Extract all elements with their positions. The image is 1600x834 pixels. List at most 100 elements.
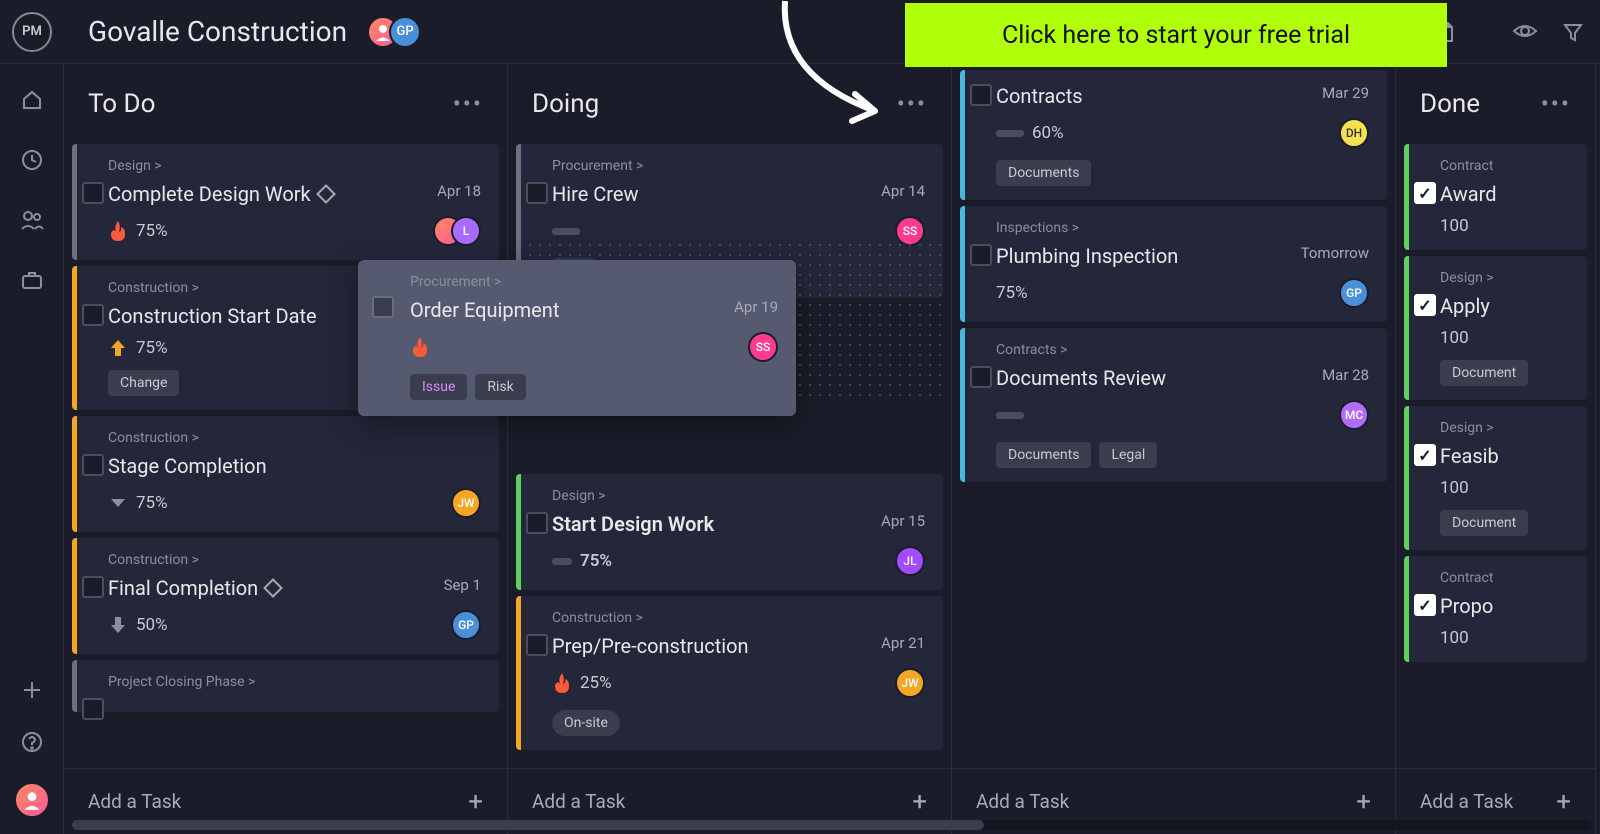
task-checkbox[interactable] [526,182,548,204]
avatar[interactable]: GP [1339,278,1369,308]
task-checkbox[interactable] [1414,182,1436,204]
card-title[interactable]: Award [1440,182,1497,206]
avatar[interactable]: SS [748,332,778,362]
avatar[interactable]: JW [895,668,925,698]
card-assignees[interactable]: GP [451,610,481,640]
plus-icon[interactable]: + [912,787,927,817]
card-assignees[interactable]: GP [1339,278,1369,308]
task-checkbox[interactable] [82,576,104,598]
card-title[interactable]: Propo [1440,594,1493,618]
column-menu-icon[interactable]: ••• [1541,90,1571,118]
task-card[interactable]: Design > Apply 100Document [1404,256,1587,400]
card-percent: 75% [136,221,168,241]
user-avatar[interactable] [14,782,50,818]
task-card[interactable]: Design > Complete Design Work Apr 18 75%… [72,144,499,260]
card-assignees[interactable]: DH [1339,118,1369,148]
task-checkbox[interactable] [970,84,992,106]
scrollbar-thumb[interactable] [72,820,984,830]
card-assignees[interactable]: JL [895,546,925,576]
card-title[interactable]: Documents Review [996,366,1166,390]
logo[interactable]: PM [0,12,64,52]
column-header: To Do ••• [64,64,507,144]
task-card[interactable]: Contracts Mar 29 60%DHDocuments [960,70,1387,200]
cta-banner[interactable]: Click here to start your free trial [905,3,1447,67]
avatar[interactable]: JW [451,488,481,518]
task-card[interactable]: Design > Feasib 100Document [1404,406,1587,550]
card-title[interactable]: Final Completion [108,576,280,600]
avatar[interactable]: MC [1339,400,1369,430]
card-assignees[interactable]: JW [451,488,481,518]
card-breadcrumb: Design > [552,488,925,504]
card-assignees[interactable]: JW [895,668,925,698]
avatar-user-2[interactable]: GP [389,16,421,48]
task-card[interactable]: Contracts > Documents Review Mar 28 MCDo… [960,328,1387,482]
card-title[interactable]: Contracts [996,84,1083,108]
avatar[interactable]: L [451,216,481,246]
flame-icon [108,221,128,241]
flame-icon [552,673,572,693]
task-card[interactable]: Construction > Stage Completion 75%JW [72,416,499,532]
plus-icon[interactable]: + [1556,787,1571,817]
task-card[interactable]: Contract Award 100 [1404,144,1587,250]
home-icon[interactable] [20,88,44,112]
visibility-icon[interactable] [1512,21,1538,43]
tag[interactable]: Document [1440,510,1528,536]
dragging-card[interactable]: Procurement > Order Equipment Apr 19 SS … [358,260,796,416]
card-title[interactable]: Start Design Work [552,512,714,536]
task-checkbox[interactable] [82,182,104,204]
task-checkbox[interactable] [526,634,548,656]
add-icon[interactable] [20,678,44,702]
avatar[interactable]: JL [895,546,925,576]
task-card[interactable]: Contract Propo 100 [1404,556,1587,662]
horizontal-scrollbar[interactable] [72,820,1592,830]
task-checkbox[interactable] [1414,294,1436,316]
filter-icon[interactable] [1562,21,1584,43]
task-checkbox[interactable] [82,304,104,326]
card-title[interactable]: Stage Completion [108,454,267,478]
task-card[interactable]: Inspections > Plumbing Inspection Tomorr… [960,206,1387,322]
people-icon[interactable] [20,208,44,232]
help-icon[interactable] [20,730,44,754]
column-menu-icon[interactable]: ••• [453,90,483,118]
tag-risk[interactable]: Risk [475,374,525,400]
tag[interactable]: Legal [1099,442,1157,468]
card-title[interactable]: Apply [1440,294,1490,318]
task-checkbox[interactable] [82,454,104,476]
clock-icon[interactable] [20,148,44,172]
tag[interactable]: Document [1440,360,1528,386]
card-assignees[interactable]: L [433,216,481,246]
briefcase-icon[interactable] [20,268,44,292]
task-checkbox[interactable] [82,698,104,720]
tag[interactable]: Documents [996,442,1091,468]
column-body: Contract Award 100 Design > Apply 100Doc… [1396,144,1595,768]
project-members[interactable]: GP [367,16,421,48]
task-card[interactable]: Construction > Prep/Pre-construction Apr… [516,596,943,750]
plus-icon[interactable]: + [468,787,483,817]
card-title[interactable]: Feasib [1440,444,1499,468]
card-title[interactable]: Hire Crew [552,182,639,206]
avatar[interactable]: DH [1339,118,1369,148]
card-date: Apr 18 [437,182,481,200]
plus-icon[interactable]: + [1356,787,1371,817]
card-title[interactable]: Construction Start Date [108,304,317,328]
add-task-label: Add a Task [532,790,625,813]
tag[interactable]: Change [108,370,179,396]
task-checkbox[interactable] [970,366,992,388]
avatar[interactable]: GP [451,610,481,640]
card-title[interactable]: Prep/Pre-construction [552,634,749,658]
card-assignees[interactable]: MC [1339,400,1369,430]
card-title[interactable]: Complete Design Work [108,182,333,206]
task-checkbox[interactable] [372,296,394,318]
card-title[interactable]: Plumbing Inspection [996,244,1178,268]
column-menu-icon[interactable]: ••• [897,90,927,118]
task-checkbox[interactable] [1414,594,1436,616]
task-card[interactable]: Design > Start Design Work Apr 15 75%JL [516,474,943,590]
task-checkbox[interactable] [1414,444,1436,466]
tag[interactable]: On-site [552,710,620,736]
task-card[interactable]: Construction > Final Completion Sep 1 50… [72,538,499,654]
task-card[interactable]: Project Closing Phase > [72,660,499,712]
tag-issue[interactable]: Issue [410,374,467,400]
task-checkbox[interactable] [526,512,548,534]
tag[interactable]: Documents [996,160,1091,186]
task-checkbox[interactable] [970,244,992,266]
